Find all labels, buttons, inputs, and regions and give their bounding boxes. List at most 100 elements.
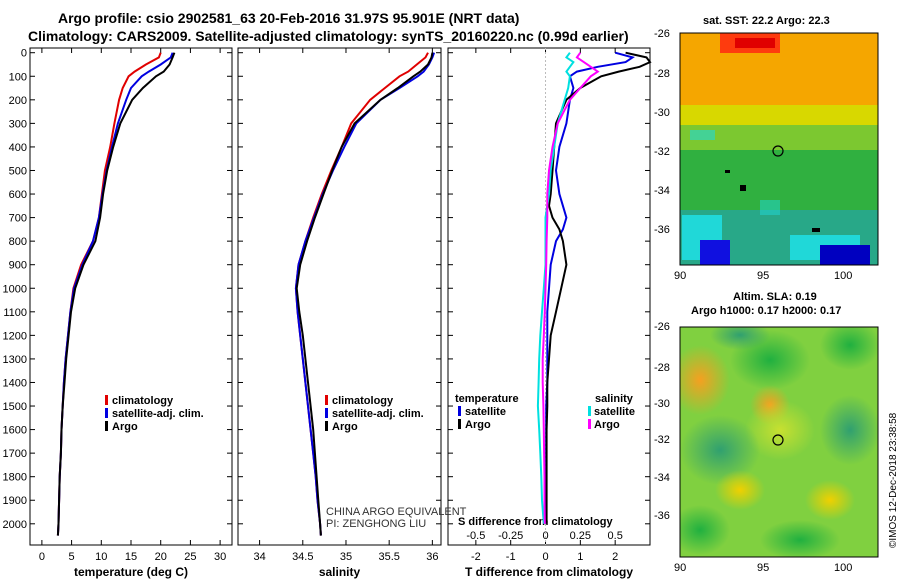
sst-map-xtick: 90 <box>674 270 687 282</box>
sla-map-ytick: -36 <box>654 510 670 522</box>
sla-map-ytick: -26 <box>654 321 670 333</box>
x-tick-label: 25 <box>184 551 196 563</box>
watermark: ©IMOS 12-Dec-2018 23:38:58 <box>888 412 899 548</box>
depth-tick-label: 0 <box>21 48 27 60</box>
legend-swatch <box>588 419 591 429</box>
sst-map-ytick: -36 <box>654 224 670 236</box>
credit-line2: PI: ZENGHONG LIU <box>326 518 427 530</box>
sla-map-title-line2: Argo h1000: 0.17 h2000: 0.17 <box>691 305 842 317</box>
legend-swatch <box>458 419 461 429</box>
x-tick-label: 20 <box>155 551 167 563</box>
x-tick-label: 1 <box>577 551 583 563</box>
x2-tick-label: -0.5 <box>466 530 485 542</box>
argo-location-marker-bottom <box>772 434 784 446</box>
x-tick-label: 0 <box>542 551 548 563</box>
x-tick-label: 35.5 <box>378 551 399 563</box>
sla-map-ytick: -30 <box>654 398 670 410</box>
legend-label: Argo <box>594 419 620 431</box>
depth-tick-label: 1600 <box>3 425 27 437</box>
sla-map-xtick: 95 <box>757 562 770 574</box>
credit-line1: CHINA ARGO EQUIVALENT <box>326 506 467 518</box>
sst-map-xtick: 100 <box>834 270 853 282</box>
depth-tick-label: 1900 <box>3 495 27 507</box>
chart-title-line1: Argo profile: csio 2902581_63 20-Feb-201… <box>58 10 520 26</box>
x-axis-title: T difference from climatology <box>465 565 633 579</box>
x2-tick-label: -0.25 <box>498 530 523 542</box>
legend-swatch <box>105 408 108 418</box>
argo-location-marker-top <box>772 145 784 157</box>
legend-label: satellite <box>594 406 635 418</box>
sst-map-ytick: -34 <box>654 185 670 197</box>
x-tick-label: 0 <box>39 551 45 563</box>
sst-map-xtick: 95 <box>757 270 770 282</box>
series-line-salinity-satellite <box>536 52 575 524</box>
legend-swatch <box>105 421 108 431</box>
depth-tick-label: 400 <box>9 142 27 154</box>
sla-map <box>680 327 878 557</box>
depth-tick-label: 1100 <box>3 307 27 319</box>
legend-label: satellite-adj. clim. <box>332 408 424 420</box>
legend-swatch <box>325 395 328 405</box>
sla-map-xtick: 100 <box>834 562 853 574</box>
x-tick-label: 5 <box>69 551 75 563</box>
sla-map-ytick: -32 <box>654 434 670 446</box>
x-axis-title: salinity <box>319 565 361 579</box>
sst-map-ytick: -26 <box>654 28 670 40</box>
sla-map-title-line1: Altim. SLA: 0.19 <box>733 291 817 303</box>
legend-label: Argo <box>465 419 491 431</box>
x-tick-label: 34.5 <box>292 551 313 563</box>
sla-map-ytick: -28 <box>654 362 670 374</box>
sla-map-ytick: -34 <box>654 472 670 484</box>
x2-tick-label: 0.5 <box>608 530 623 542</box>
depth-tick-label: 1200 <box>3 330 27 342</box>
depth-tick-label: 1800 <box>3 472 27 484</box>
depth-tick-label: 500 <box>9 165 27 177</box>
depth-tick-label: 300 <box>9 118 27 130</box>
depth-tick-label: 1300 <box>3 354 27 366</box>
series-line-salinity-argo <box>541 52 600 524</box>
legend-label: Argo <box>112 421 138 433</box>
depth-tick-label: 200 <box>9 95 27 107</box>
x-tick-label: 2 <box>612 551 618 563</box>
x-tick-label: 36 <box>426 551 438 563</box>
depth-tick-label: 700 <box>9 213 27 225</box>
series-line-argo <box>295 52 434 536</box>
depth-tick-label: 900 <box>9 260 27 272</box>
x-tick-label: 15 <box>125 551 137 563</box>
legend-label: climatology <box>332 395 394 407</box>
legend-label: Argo <box>332 421 358 433</box>
sst-map-ytick: -28 <box>654 68 670 80</box>
x-tick-label: 34 <box>253 551 265 563</box>
x2-tick-label: 0.25 <box>570 530 591 542</box>
legend-heading-salinity: salinity <box>595 393 634 405</box>
chart-title-line2: Climatology: CARS2009. Satellite-adjuste… <box>28 28 629 44</box>
depth-tick-label: 1400 <box>3 377 27 389</box>
series-line-argo <box>56 52 176 536</box>
depth-tick-label: 600 <box>9 189 27 201</box>
sst-map-ytick: -32 <box>654 146 670 158</box>
legend-swatch <box>458 406 461 416</box>
x-axis-title: temperature (deg C) <box>74 565 188 579</box>
x-tick-label: 30 <box>214 551 226 563</box>
series-line-temperature-argo <box>545 51 652 524</box>
legend-heading-temperature: temperature <box>455 393 519 405</box>
profile-axes: 0100200300400500600700800900100011001200… <box>3 47 652 579</box>
x-tick-label: -2 <box>471 551 481 563</box>
plot-frame-1 <box>29 47 233 546</box>
depth-tick-label: 1000 <box>3 283 27 295</box>
legend-swatch <box>325 421 328 431</box>
depth-tick-label: 800 <box>9 236 27 248</box>
depth-tick-label: 1700 <box>3 448 27 460</box>
depth-tick-label: 100 <box>9 71 27 83</box>
depth-tick-label: 2000 <box>3 519 27 531</box>
sst-map <box>680 33 878 265</box>
sst-map-ytick: -30 <box>654 107 670 119</box>
legend-swatch <box>325 408 328 418</box>
x-tick-label: 35 <box>340 551 352 563</box>
sst-map-title: sat. SST: 22.2 Argo: 22.3 <box>703 15 830 27</box>
legend-swatch <box>588 406 591 416</box>
x-tick-label: 10 <box>95 551 107 563</box>
legend-label: climatology <box>112 395 174 407</box>
series-line-satellite-adj-clim- <box>294 52 436 536</box>
